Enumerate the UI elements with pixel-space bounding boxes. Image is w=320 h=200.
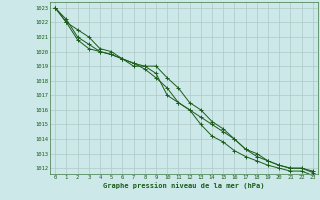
X-axis label: Graphe pression niveau de la mer (hPa): Graphe pression niveau de la mer (hPa) xyxy=(103,182,265,189)
